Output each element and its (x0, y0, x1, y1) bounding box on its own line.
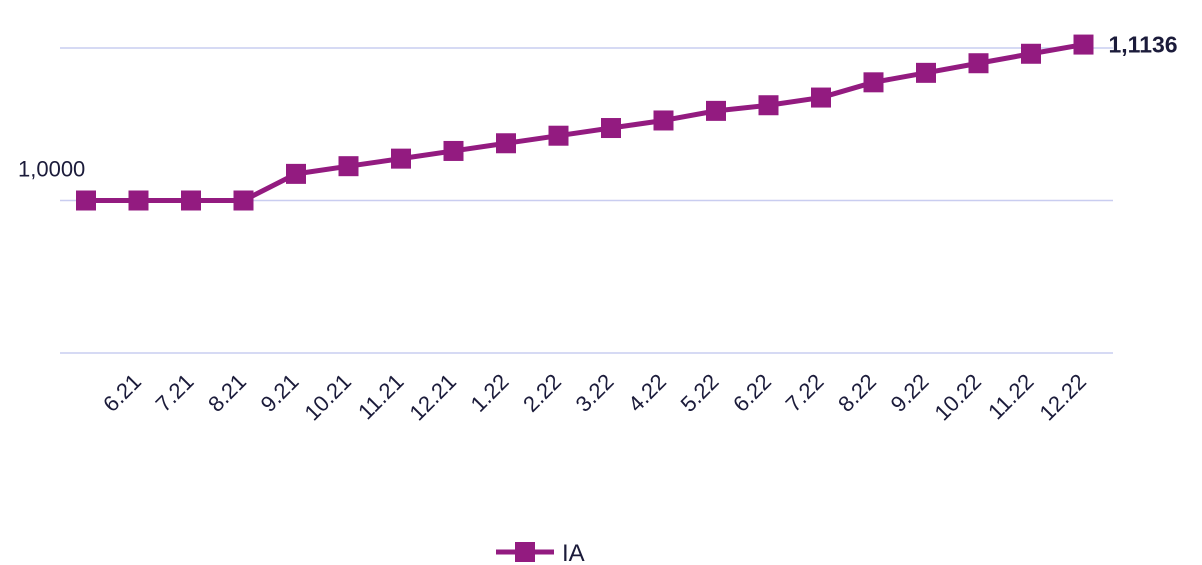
x-tick-label: 9.21 (256, 369, 304, 417)
data-point-marker (391, 148, 411, 169)
legend-label: IA (562, 540, 585, 565)
data-point-marker (548, 125, 569, 146)
x-tick-label: 6.21 (98, 369, 146, 417)
x-tick-label: 3.22 (571, 369, 619, 417)
data-point-marker (338, 156, 359, 177)
x-tick-label: 11.21 (353, 369, 408, 424)
x-tick-label: 7.22 (781, 369, 829, 417)
x-tick-label: 10.22 (929, 369, 986, 426)
x-tick-label: 10.21 (299, 369, 356, 426)
x-tick-label: 9.22 (886, 369, 934, 417)
data-point-marker (181, 190, 201, 211)
x-tick-label: 6.22 (728, 369, 776, 417)
x-tick-label: 12.22 (1034, 369, 1091, 426)
data-point-marker (706, 100, 726, 121)
x-tick-label: 12.21 (404, 369, 461, 426)
data-point-marker (758, 95, 779, 116)
data-point-marker (1021, 43, 1041, 64)
x-tick-label: 1.22 (466, 369, 514, 417)
data-point-marker (76, 190, 96, 211)
data-point-marker (443, 140, 464, 161)
data-point-marker (653, 110, 674, 131)
data-point-marker (128, 190, 149, 211)
end-value-label: 1,1136 (1109, 32, 1178, 58)
data-point-marker (1073, 34, 1094, 55)
x-tick-label: 7.21 (151, 369, 199, 417)
data-point-marker (233, 190, 254, 211)
data-point-marker (601, 118, 621, 139)
data-point-marker (811, 87, 831, 108)
series-ia (76, 34, 1094, 211)
data-point-marker (968, 53, 989, 74)
legend: IA (496, 540, 585, 565)
y-tick-label: 1,0000 (18, 157, 85, 182)
legend-square-marker-icon (515, 542, 535, 562)
data-point-marker (863, 72, 884, 93)
data-point-marker (286, 163, 306, 184)
x-tick-label: 4.22 (623, 369, 671, 417)
x-tick-label: 5.22 (676, 369, 724, 417)
x-tick-label: 8.21 (203, 369, 251, 417)
data-point-marker (496, 133, 516, 154)
x-tick-label: 11.22 (983, 369, 1038, 424)
x-tick-label: 2.22 (518, 369, 566, 417)
x-tick-label: 8.22 (833, 369, 881, 417)
data-point-marker (916, 62, 936, 83)
